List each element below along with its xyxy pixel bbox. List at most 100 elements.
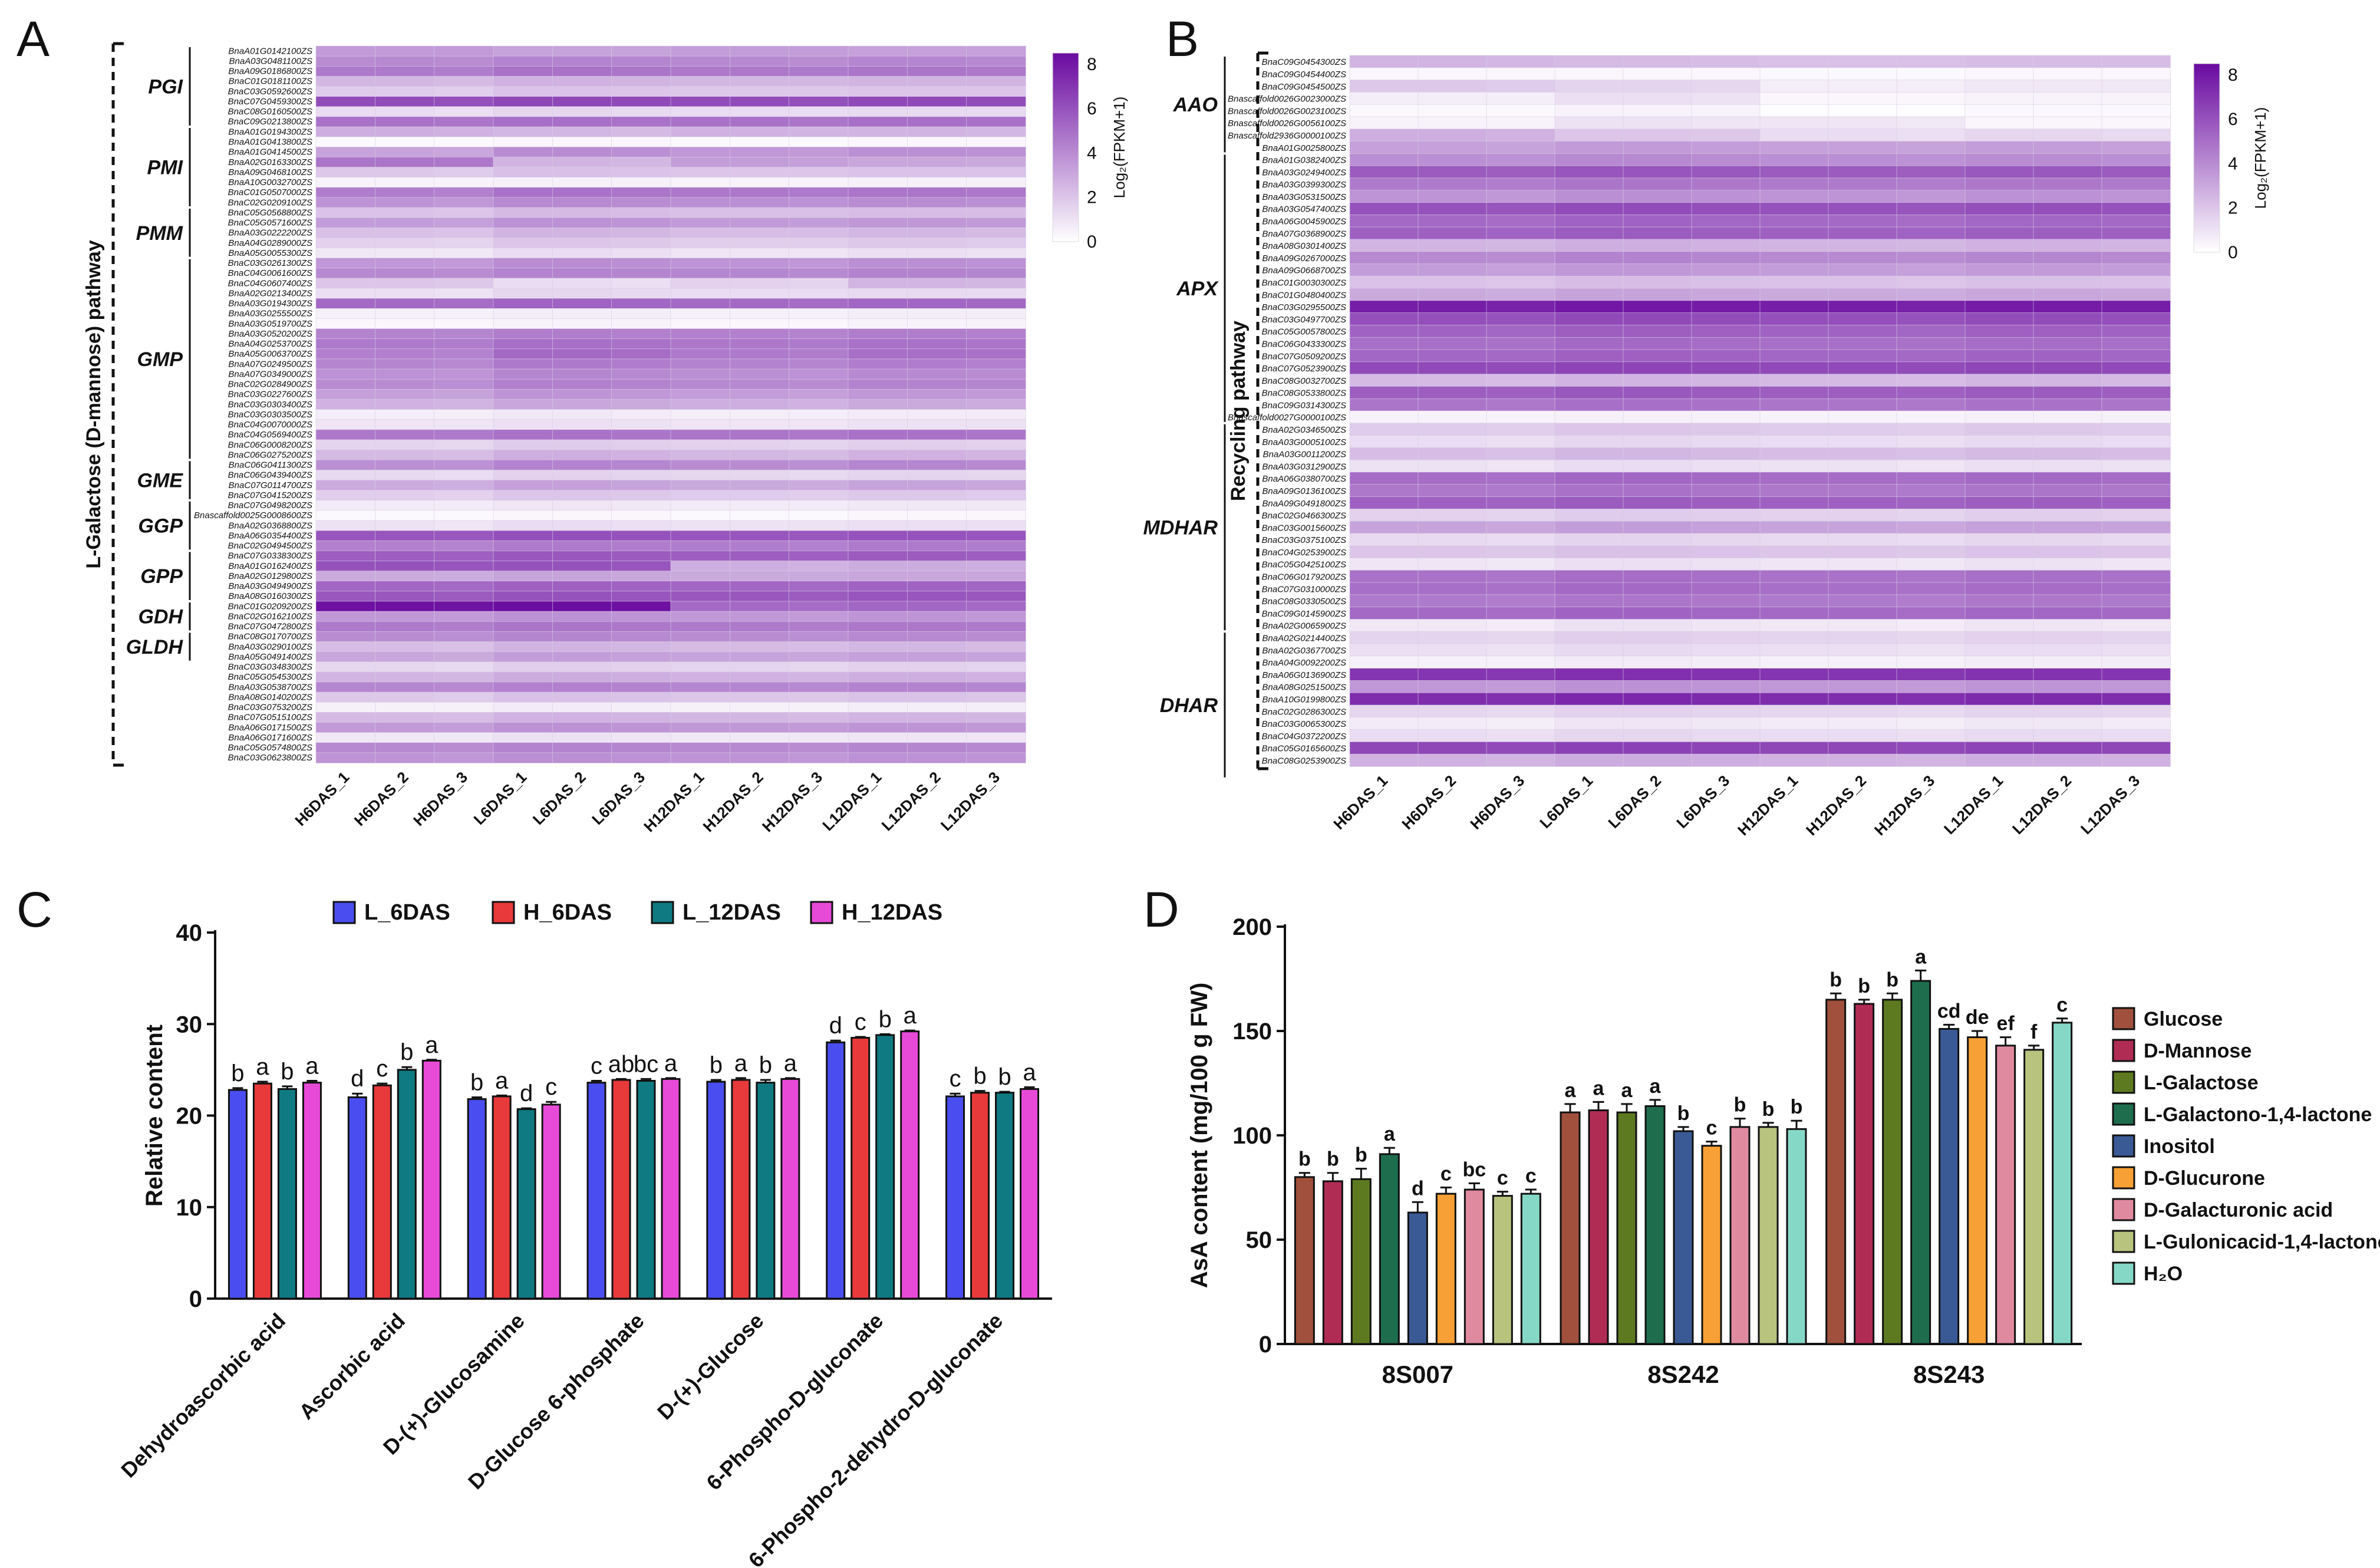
heatmap-cell — [375, 187, 435, 198]
heatmap-cell — [1349, 729, 1419, 743]
column-label: H6DAS_3 — [1466, 772, 1528, 833]
heatmap-cell — [848, 409, 908, 420]
heatmap-cell — [1418, 312, 1487, 326]
heatmap-cell — [552, 399, 612, 410]
heatmap-cell — [1759, 521, 1829, 534]
heatmap-cell — [789, 126, 849, 137]
heatmap-cell — [375, 278, 435, 289]
bar — [492, 1095, 512, 1300]
heatmap-cell — [1349, 668, 1419, 681]
heatmap-cell — [1759, 349, 1829, 363]
heatmap-cell — [730, 217, 790, 229]
heatmap-cell — [434, 681, 494, 693]
bar — [228, 1089, 248, 1300]
heatmap-cell — [1759, 753, 1829, 767]
heatmap-cell — [315, 106, 376, 117]
gene-label: BnaA01G0142100ZS — [228, 46, 312, 56]
heatmap-cell — [552, 561, 612, 572]
heatmap-cell — [2101, 165, 2171, 179]
heatmap-cell — [1964, 533, 2034, 546]
heatmap-cell — [1554, 704, 1624, 718]
heatmap-cell — [315, 449, 376, 460]
column-label: L6DAS_1 — [1536, 772, 1596, 832]
heatmap-cell — [315, 55, 376, 67]
heatmap-cell — [1623, 472, 1692, 485]
heatmap-cell — [1759, 582, 1829, 595]
bar — [467, 1098, 487, 1300]
heatmap-cell — [1623, 116, 1692, 130]
heatmap-cell — [1418, 521, 1487, 534]
heatmap-cell — [966, 712, 1026, 723]
heatmap-cell — [730, 551, 790, 562]
heatmap-cell — [670, 146, 731, 158]
heatmap-cell — [2033, 300, 2102, 314]
heatmap-cell — [611, 732, 671, 743]
legend-swatch — [651, 901, 674, 924]
heatmap-cell — [611, 227, 671, 239]
gene-label: BnaA01G0382400ZS — [1262, 156, 1346, 166]
heatmap-cell — [1759, 643, 1829, 657]
heatmap-cell — [2101, 251, 2171, 265]
heatmap-cell — [2101, 655, 2171, 669]
heatmap-cell — [1828, 398, 1897, 411]
heatmap-cell — [907, 278, 967, 289]
heatmap-cell — [670, 136, 731, 148]
bar — [1673, 1130, 1694, 1345]
heatmap-cell — [670, 177, 731, 188]
heatmap-cell — [611, 207, 671, 218]
heatmap-cell — [789, 65, 849, 77]
gene-label: BnaA01G0194300ZS — [228, 127, 312, 137]
heatmap-cell — [375, 641, 435, 653]
heatmap-cell — [315, 742, 376, 753]
heatmap-cell — [434, 268, 494, 279]
heatmap-cell — [1554, 251, 1624, 265]
heatmap-cell — [375, 328, 435, 340]
significance-letter: b — [1298, 1148, 1311, 1171]
column-label: H6DAS_2 — [351, 768, 412, 829]
heatmap-cell — [966, 722, 1026, 733]
pathway-label: Recycling pathway — [1227, 321, 1250, 501]
heatmap-cell — [1349, 251, 1419, 265]
heatmap-cell — [907, 510, 967, 521]
heatmap-cell — [1691, 398, 1761, 411]
group-label-gdh: GDH — [138, 606, 183, 628]
heatmap-cell — [907, 288, 967, 299]
bar — [826, 1041, 846, 1300]
gene-label: BnaA01G0414500ZS — [228, 147, 312, 157]
heatmap-cell — [1828, 423, 1897, 436]
heatmap-cell — [1623, 398, 1692, 411]
heatmap-cell — [730, 116, 790, 127]
heatmap-cell — [730, 681, 790, 693]
heatmap-cell — [730, 126, 790, 137]
heatmap-cell — [1486, 729, 1555, 743]
heatmap-cell — [1896, 680, 1966, 694]
heatmap-cell — [730, 167, 790, 178]
heatmap-cell — [2101, 361, 2171, 375]
heatmap-cell — [434, 338, 494, 350]
heatmap-cell — [1418, 484, 1487, 498]
heatmap-cell — [493, 197, 553, 208]
heatmap-cell — [315, 722, 376, 733]
heatmap-cell — [2101, 668, 2171, 681]
heatmap-cell — [730, 328, 790, 340]
heatmap-cell — [552, 571, 612, 582]
heatmap-cell — [552, 278, 612, 289]
heatmap-cell — [315, 328, 376, 340]
heatmap-cell — [966, 177, 1026, 188]
heatmap-cell — [1486, 533, 1555, 546]
heatmap-cell — [1418, 263, 1487, 277]
bar — [706, 1081, 726, 1300]
heatmap-cell — [375, 389, 435, 400]
heatmap-cell — [493, 601, 553, 612]
heatmap-cell — [1418, 251, 1487, 265]
heatmap-cell — [1964, 655, 2034, 669]
heatmap-cell — [552, 409, 612, 420]
bar — [1379, 1153, 1400, 1345]
gene-label: BnaC07G0338300ZS — [228, 551, 312, 561]
heatmap-cell — [730, 399, 790, 410]
heatmap-cell — [315, 227, 376, 239]
bar — [2052, 1022, 2073, 1345]
heatmap-cell — [730, 480, 790, 491]
gene-label: BnaC09G0145900ZS — [1262, 609, 1346, 619]
heatmap-cell — [1964, 643, 2034, 657]
